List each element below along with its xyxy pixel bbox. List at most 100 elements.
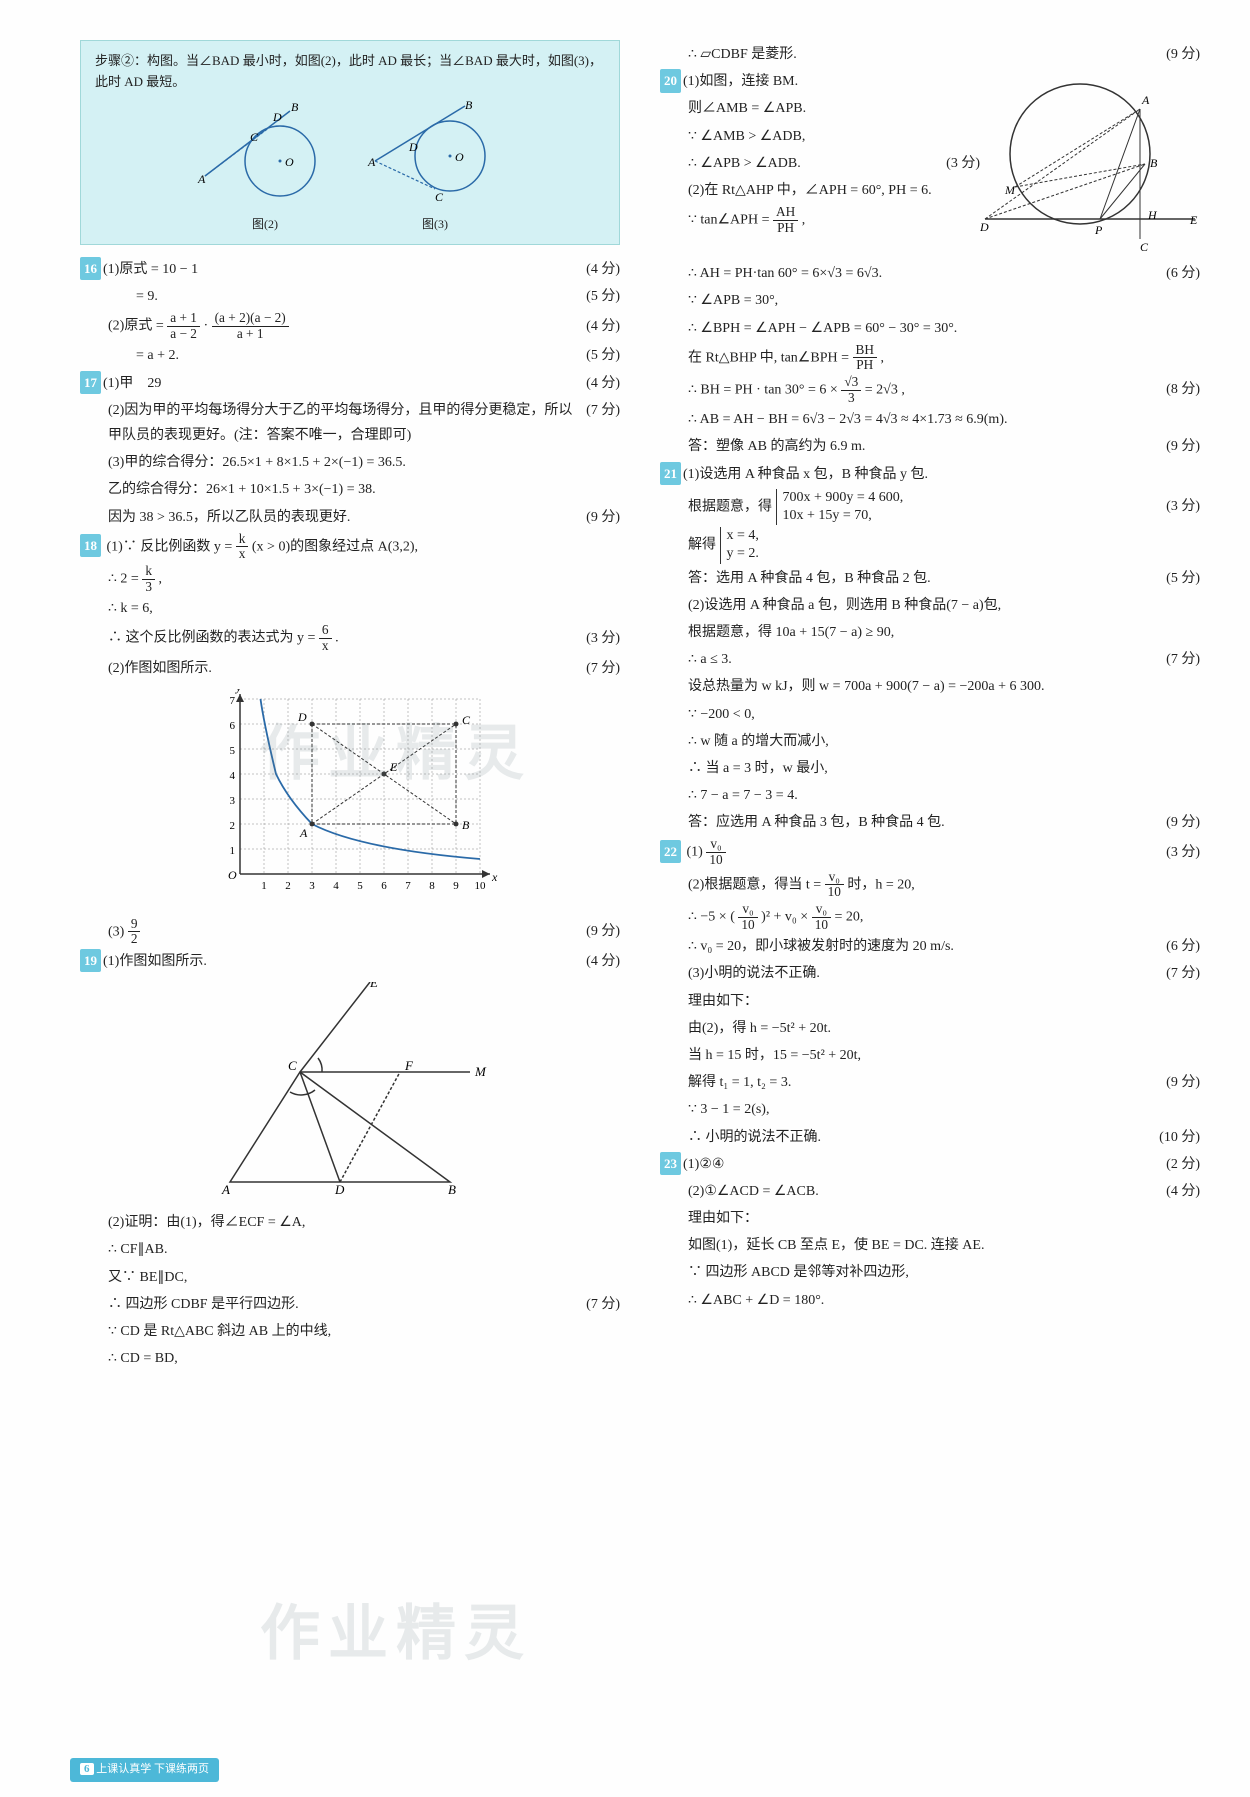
svg-text:5: 5: [357, 880, 363, 892]
q21-num: 21: [660, 462, 681, 485]
q20-l6: ∵ tan∠APH = AHPH ,: [660, 205, 980, 235]
svg-text:A: A: [367, 155, 376, 169]
footer-badge: 6 上课认真学 下课练两页: [70, 1758, 219, 1782]
svg-text:E: E: [1189, 213, 1198, 227]
q20-circle-diagram: AB HC DE MP: [980, 69, 1200, 259]
svg-text:C: C: [462, 713, 471, 727]
q21-l2: 根据题意，得 700x + 900y = 4 600, 10x + 15y = …: [660, 489, 1200, 525]
q19-num: 19: [80, 949, 101, 972]
svg-text:9: 9: [453, 880, 459, 892]
q20-l2: 则∠AMB = ∠APB.: [660, 96, 980, 121]
svg-text:A: A: [221, 1182, 230, 1197]
q21-l6: 根据题意，得 10a + 15(7 − a) ≥ 90,: [660, 620, 1200, 645]
q21-l5: (2)设选用 A 种食品 a 包，则选用 B 种食品(7 − a)包,: [660, 593, 1200, 618]
q21-l3: 解得 x = 4, y = 2.: [660, 527, 1200, 563]
svg-text:D: D: [408, 140, 418, 154]
right-column: ∴ ▱CDBF 是菱形. (9 分) AB HC DE MP: [660, 40, 1200, 1777]
q22-l3: ∴ −5 × ( v₀10 )² + v₀ × v₀10 = 20,: [660, 902, 1200, 932]
hint-box: 步骤②：构图。当∠BAD 最小时，如图(2)，此时 AD 最长；当∠BAD 最大…: [80, 40, 620, 245]
hint-fig3-svg: O A B D C: [365, 101, 505, 211]
svg-text:M: M: [474, 1064, 487, 1079]
q19-line7: ∴ CD = BD,: [80, 1346, 620, 1371]
q21-l4: 答：选用 A 种食品 4 包，B 种食品 2 包. (5 分): [660, 566, 1200, 591]
q18-line2: ∴ 2 = k3 ,: [80, 564, 620, 594]
q22-l11: ∴ 小明的说法不正确. (10 分): [660, 1125, 1200, 1150]
q21-l11: ∴ 当 a = 3 时，w 最小,: [660, 756, 1200, 781]
q23-num: 23: [660, 1152, 681, 1175]
svg-text:1: 1: [230, 845, 236, 857]
svg-text:O: O: [228, 868, 237, 882]
svg-text:F: F: [404, 1058, 414, 1073]
svg-text:2: 2: [285, 880, 291, 892]
q19-line6: ∵ CD 是 Rt△ABC 斜边 AB 上的中线,: [80, 1319, 620, 1344]
q20-num: 20: [660, 69, 681, 92]
svg-text:E: E: [369, 982, 378, 990]
svg-text:E: E: [389, 760, 398, 774]
q22-l9: 解得 t₁ = 1, t₂ = 3. (9 分): [660, 1070, 1200, 1095]
q19-line1: 19(1)作图如图所示. (4 分): [80, 949, 620, 974]
svg-text:C: C: [250, 130, 259, 144]
q21-l1: 21(1)设选用 A 种食品 x 包，B 种食品 y 包.: [660, 462, 1200, 487]
svg-text:M: M: [1004, 183, 1016, 197]
svg-text:y: y: [235, 689, 242, 694]
svg-text:C: C: [288, 1058, 297, 1073]
svg-text:B: B: [448, 1182, 456, 1197]
svg-text:7: 7: [405, 880, 411, 892]
q23-l1: 23(1)②④ (2 分): [660, 1152, 1200, 1177]
svg-text:C: C: [435, 190, 444, 204]
svg-text:A: A: [299, 826, 308, 840]
svg-text:B: B: [1150, 156, 1158, 170]
svg-text:C: C: [1140, 240, 1149, 254]
q20-l3: ∵ ∠AMB > ∠ADB,: [660, 124, 980, 149]
page-footer: 6 上课认真学 下课练两页: [70, 1758, 219, 1782]
svg-text:6: 6: [230, 720, 236, 732]
q21-l12: ∴ 7 − a = 7 − 3 = 4.: [660, 783, 1200, 808]
q21-l9: ∵ −200 < 0,: [660, 702, 1200, 727]
page-number: 6: [80, 1763, 94, 1775]
q20-l9: ∴ ∠BPH = ∠APH − ∠APB = 60° − 30° = 30°.: [660, 316, 1200, 341]
q23-l6: ∴ ∠ABC + ∠D = 180°.: [660, 1288, 1200, 1313]
q16-line4: = a + 2. (5 分): [80, 343, 620, 368]
q18-line1: 18 (1)∵ 反比例函数 y = kx (x > 0)的图象经过点 A(3,2…: [80, 532, 620, 562]
svg-text:D: D: [980, 220, 989, 234]
footer-tagline: 上课认真学 下课练两页: [96, 1763, 209, 1775]
q17-num: 17: [80, 371, 101, 394]
q20-line1: 20(1)如图，连接 BM.: [660, 69, 980, 94]
q17-line4: 乙的综合得分：26×1 + 10×1.5 + 3×(−1) = 38.: [80, 477, 620, 502]
q16-num: 16: [80, 257, 101, 280]
hint-fig2-svg: O A B D C: [195, 101, 335, 211]
left-column: 步骤②：构图。当∠BAD 最小时，如图(2)，此时 AD 最长；当∠BAD 最大…: [80, 40, 620, 1777]
q17-line3: (3)甲的综合得分：26.5×1 + 8×1.5 + 2×(−1) = 36.5…: [80, 450, 620, 475]
q21-l10: ∴ w 随 a 的增大而减小,: [660, 729, 1200, 754]
svg-text:4: 4: [230, 770, 236, 782]
q21-l7: ∴ a ≤ 3. (7 分): [660, 647, 1200, 672]
q23-l4: 如图(1)，延长 CB 至点 E，使 BE = DC. 连接 AE.: [660, 1233, 1200, 1258]
q22-l1: 22 (1) v₀10 (3 分): [660, 837, 1200, 867]
svg-text:8: 8: [429, 880, 435, 892]
q23-l2: (2)①∠ACD = ∠ACB. (4 分): [660, 1179, 1200, 1204]
svg-text:4: 4: [333, 880, 339, 892]
q20-l11: ∴ BH = PH · tan 30° = 6 × √33 = 2√3 , (8…: [660, 375, 1200, 405]
hint-text: 步骤②：构图。当∠BAD 最小时，如图(2)，此时 AD 最长；当∠BAD 最大…: [95, 51, 605, 93]
svg-text:3: 3: [230, 795, 236, 807]
svg-text:D: D: [272, 110, 282, 124]
q20-l8: ∵ ∠APB = 30°,: [660, 288, 1200, 313]
svg-text:O: O: [285, 155, 294, 169]
q18-line5: (2)作图如图所示. (7 分): [80, 656, 620, 681]
q16-line2: = 9. (5 分): [80, 284, 620, 309]
svg-text:A: A: [1141, 93, 1150, 107]
svg-text:D: D: [334, 1182, 345, 1197]
svg-text:5: 5: [230, 745, 236, 757]
q22-l10: ∵ 3 − 1 = 2(s),: [660, 1097, 1200, 1122]
q20-l7: ∴ AH = PH·tan 60° = 6×√3 = 6√3. (6 分): [660, 261, 1200, 286]
q18-num: 18: [80, 534, 101, 557]
svg-text:D: D: [297, 710, 307, 724]
q19-line3: ∴ CF∥AB.: [80, 1237, 620, 1262]
hint-fig3-cap: 图(3): [365, 215, 505, 234]
q19-line4: 又∵ BE∥DC,: [80, 1265, 620, 1290]
hint-fig-3: O A B D C 图(3): [365, 101, 505, 234]
q16-line3: (2)原式 = a + 1a − 2 · (a + 2)(a − 2)a + 1…: [80, 311, 620, 341]
hint-fig-2: O A B D C 图(2): [195, 101, 335, 234]
q18-line4: ∴ 这个反比例函数的表达式为 y = 6x . (3 分): [80, 623, 620, 653]
hint-fig2-cap: 图(2): [195, 215, 335, 234]
